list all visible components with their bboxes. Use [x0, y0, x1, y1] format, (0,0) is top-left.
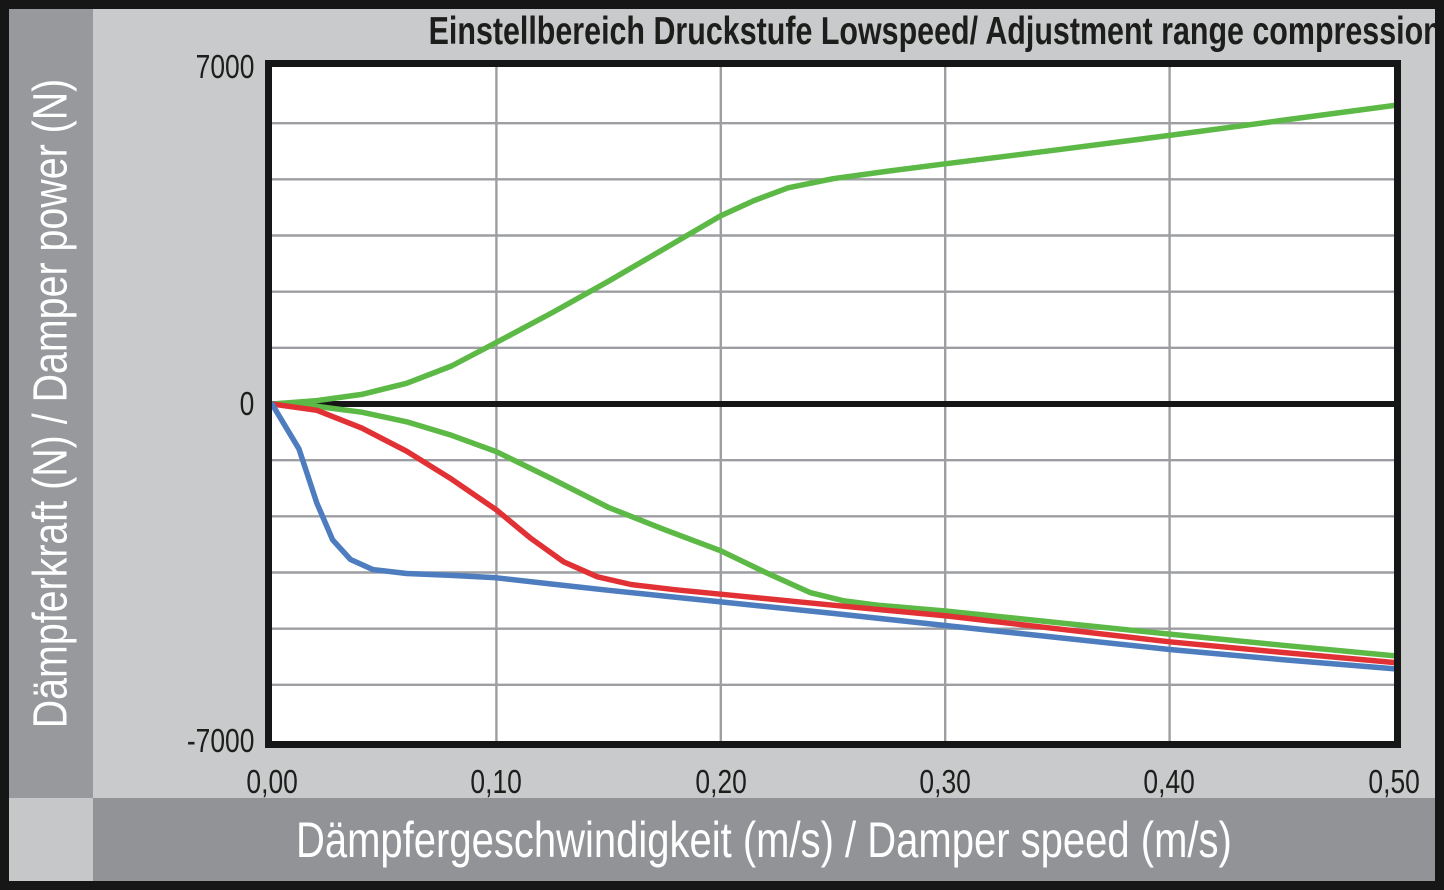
y-tick-text: 7000 — [195, 48, 254, 85]
x-tick-label: 0,00 — [210, 762, 334, 802]
y-axis-band: Dämpferkraft (N) / Damper power (N) — [9, 9, 93, 798]
band-corner — [9, 798, 93, 881]
x-axis-band: Dämpfergeschwindigkeit (m/s) / Damper sp… — [93, 798, 1435, 881]
curve-rebound-red — [272, 401, 1394, 666]
curve-rebound-blue — [272, 401, 1394, 672]
plot-area — [265, 60, 1401, 748]
x-axis-title: Dämpfergeschwindigkeit (m/s) / Damper sp… — [296, 811, 1232, 868]
chart-title: Einstellbereich Druckstufe Lowspeed/ Adj… — [428, 10, 1444, 53]
x-tick-label: 0,10 — [434, 762, 558, 802]
y-tick-label: 0 — [118, 386, 254, 422]
x-tick-label: 0,40 — [1108, 762, 1232, 802]
x-tick-text: 0,40 — [1143, 763, 1196, 800]
x-tick-text: 0,20 — [695, 763, 747, 800]
x-tick-text: 0,30 — [919, 763, 971, 800]
chart-svg — [272, 67, 1394, 741]
y-tick-label: -7000 — [118, 723, 254, 759]
y-axis-title: Dämpferkraft (N) / Damper power (N) — [24, 78, 78, 729]
y-tick-label: 7000 — [118, 49, 254, 85]
x-tick-label: 0,30 — [883, 762, 1007, 802]
x-tick-label: 0,50 — [1332, 762, 1444, 802]
y-tick-text: -7000 — [186, 722, 254, 759]
x-tick-text: 0,00 — [246, 763, 298, 800]
y-tick-text: 0 — [239, 385, 254, 422]
x-tick-label: 0,20 — [659, 762, 783, 802]
curve-rebound-lower-green — [272, 401, 1394, 659]
x-tick-text: 0,10 — [470, 763, 523, 800]
curve-compression-upper-green — [272, 102, 1394, 407]
x-tick-text: 0,50 — [1368, 763, 1420, 800]
